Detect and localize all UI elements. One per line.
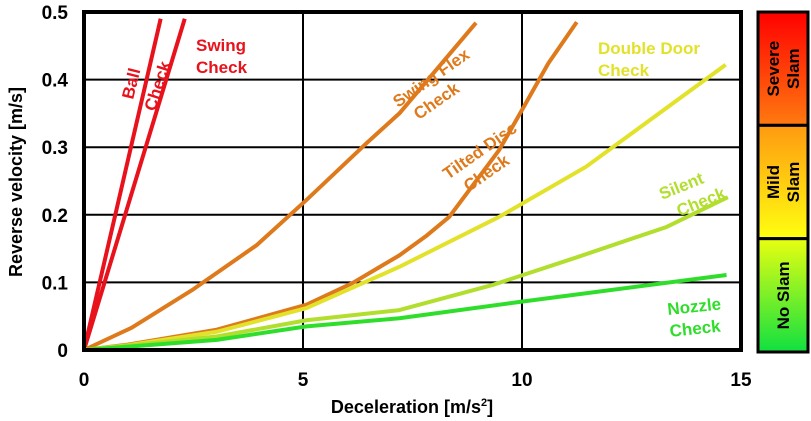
- annotation-line: Check: [669, 317, 722, 341]
- tick-labels: 0 5 10 15 0 0.1 0.2 0.3 0.4 0.5: [42, 3, 752, 391]
- legend-band: [756, 123, 810, 241]
- annotation-label: Ball: [118, 66, 144, 101]
- y-tick-label: 0.3: [42, 138, 68, 159]
- annotation-label: Swing Check: [196, 36, 248, 77]
- legend-band-label: SevereSlam: [764, 41, 803, 97]
- annotation-line: Check: [196, 58, 248, 77]
- x-axis-label-sup: 2: [481, 397, 487, 409]
- annotation-label: Tilted DiscCheck: [439, 119, 533, 202]
- series-line-swing-check: [82, 18, 187, 351]
- y-tick-label: 0: [57, 341, 68, 362]
- legend-label-line: Mild: [764, 165, 783, 199]
- annotation-label: Swing FlexCheck: [389, 44, 486, 129]
- series-line-ball: [82, 18, 163, 351]
- annotation-line: Ball: [118, 66, 144, 101]
- legend-band: [756, 10, 810, 127]
- annotations: Ball Check Swing Check Swing FlexCheckTilted…: [118, 36, 728, 341]
- annotation-line: Double Door: [598, 39, 700, 58]
- x-tick-label: 10: [511, 370, 532, 391]
- legend-label-line: No Slam: [774, 261, 793, 329]
- series-lines: [82, 18, 729, 352]
- legend-band-label: No Slam: [774, 261, 793, 329]
- legend-band: [756, 237, 810, 354]
- x-tick-label: 0: [79, 370, 90, 391]
- legend-label-line: Slam: [784, 48, 803, 89]
- annotation-line: Check: [598, 61, 650, 80]
- x-tick-label: 5: [298, 370, 309, 391]
- annotation-label: Double Door Check: [598, 39, 700, 80]
- y-tick-label: 0.1: [42, 273, 69, 294]
- series-line-silent-check: [83, 195, 729, 352]
- annotation-line: Swing: [196, 36, 246, 55]
- x-axis-label: Deceleration [m/s2]: [331, 397, 493, 417]
- plot-frame: [82, 10, 743, 352]
- series-line-swing-flex-check: [83, 21, 478, 352]
- series-line-nozzle-check: [83, 272, 727, 352]
- legend-band-label: MildSlam: [764, 162, 803, 203]
- y-tick-label: 0.2: [42, 206, 68, 227]
- x-tick-label: 15: [730, 370, 752, 391]
- annotation-line: Nozzle: [666, 294, 722, 319]
- y-tick-label: 0.5: [42, 3, 69, 24]
- legend-label-line: Slam: [784, 162, 803, 203]
- annotation-label: NozzleCheck: [666, 294, 724, 340]
- y-axis-label: Reverse velocity [m/s]: [6, 87, 26, 277]
- y-tick-label: 0.4: [42, 71, 69, 92]
- legend-label-line: Severe: [764, 41, 783, 97]
